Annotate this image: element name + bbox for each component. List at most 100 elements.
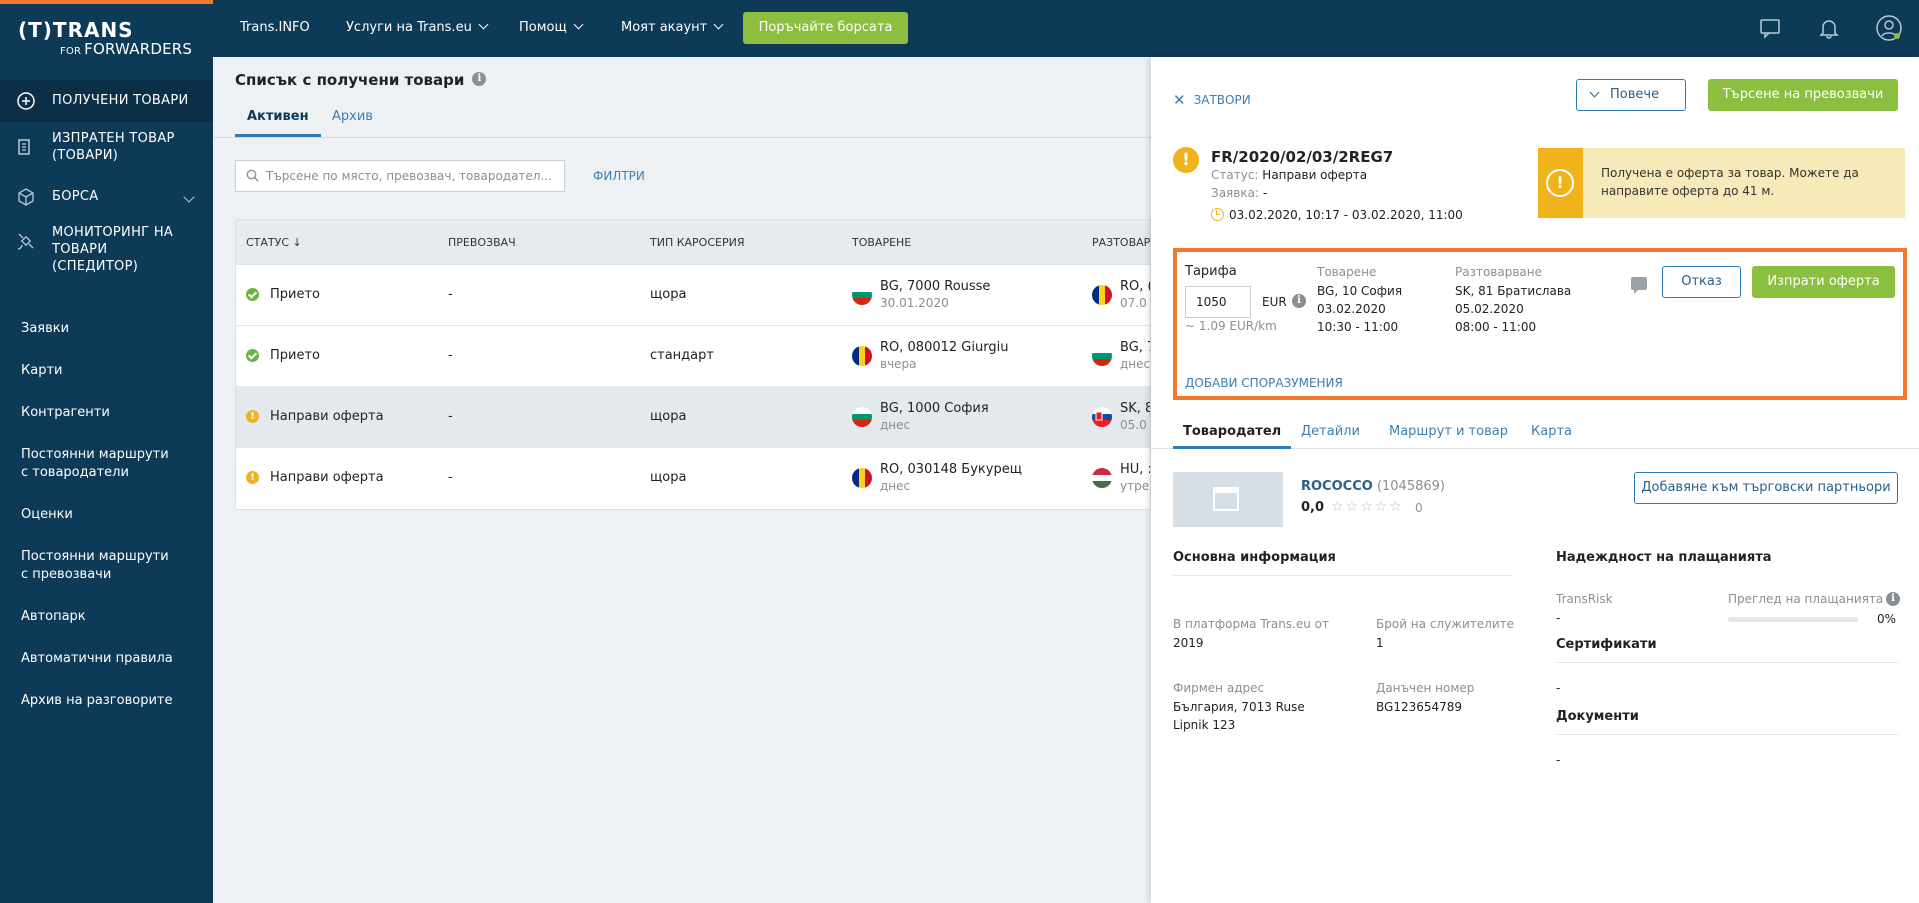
row-body-type: щора [650,409,687,424]
sidebar-item-chat-archive[interactable]: Архив на разговорите [21,693,173,708]
user-icon[interactable] [1875,14,1903,42]
sidebar-item-ratings[interactable]: Оценки [21,507,73,522]
alert-icon-box: ! [1538,148,1583,218]
company-link[interactable]: ROCOCCO [1301,479,1373,494]
cargo-time-range: 03.02.2020, 10:17 - 03.02.2020, 11:00 [1211,208,1463,222]
row-loading: BG, 7000 Rousse 30.01.2020 [880,279,991,310]
col-status[interactable]: СТАТУС ↓ [246,236,302,249]
table-row[interactable]: Прието - стандарт RO, 080012 Giurgiu вчер… [236,326,1150,387]
star-icon: ☆☆☆☆☆ [1331,499,1404,515]
loading-time: 10:30 - 11:00 [1317,320,1399,334]
cancel-offer-button[interactable]: Отказ [1662,266,1741,298]
offer-alert: ! Получена е оферта за товар. Можете да … [1538,148,1905,218]
tab-archive[interactable]: Архив [332,109,373,124]
address-line-2: Lipnik 123 [1173,718,1236,732]
bell-icon[interactable] [1815,14,1843,42]
clock-icon [1211,208,1224,221]
order-exchange-button[interactable]: Поръчайте борсата [743,12,908,44]
logo-subtitle: FOR FORWARDERS [60,40,193,58]
row-unloading: HU, : утре [1120,462,1150,493]
company-rating: 0,0 [1301,500,1325,515]
cargo-detail-panel: ✕ ЗАТВОРИ Повече Търсене на превозвачи ! … [1151,57,1919,903]
tab-shipper[interactable]: Товародател [1173,417,1292,449]
sidebar-item-auto-rules[interactable]: Автоматични правила [21,651,173,666]
divider [1556,662,1899,663]
sidebar-item-orders[interactable]: Заявки [21,321,70,336]
add-partner-button[interactable]: Добавяне към търговски партньори [1634,472,1898,504]
sidebar-item-label: МОНИТОРИНГ НА ТОВАРИ (СПЕДИТОР) [52,225,174,274]
flag-ro-icon [852,468,872,488]
loading-place: BG, 10 София [1317,284,1403,298]
sidebar: (T)TRANS FOR FORWARDERS ПОЛУЧЕНИ ТОВАРИ И… [0,0,213,903]
sidebar-item-maps[interactable]: Карти [21,363,63,378]
send-offer-button[interactable]: Изпрати оферта [1752,266,1895,298]
sidebar-item-routes-shippers[interactable]: Постоянни маршрути с товародатели [21,447,169,480]
col-body-type[interactable]: ТИП КАРОСЕРИЯ [650,236,745,249]
table-row[interactable]: Направи оферта - щора RO, 030148 Букурещ… [236,448,1150,509]
row-loading: RO, 080012 Giurgiu вчера [880,340,1009,371]
info-icon[interactable]: i [1886,592,1900,606]
flag-bg-icon [1092,346,1112,366]
search-carriers-button[interactable]: Търсене на превозвачи [1708,79,1898,111]
chevron-down-icon [183,191,195,203]
employees-label: Брой на служителите [1376,617,1515,631]
tax-label: Данъчен номер [1376,681,1475,695]
col-carrier[interactable]: ПРЕВОЗВАЧ [448,236,516,249]
divider [1173,575,1513,576]
page-title: Списък с получени товари i [235,71,487,89]
tab-map[interactable]: Карта [1531,424,1572,439]
sent-cargo-icon [18,139,30,155]
search-input[interactable] [266,161,556,191]
tab-active[interactable]: Активен [235,97,321,137]
close-button[interactable]: ✕ ЗАТВОРИ [1173,91,1251,109]
tab-details[interactable]: Детайли [1301,424,1360,439]
row-status: Направи оферта [270,409,384,424]
top-link-transinfo[interactable]: Trans.INFO [240,20,310,35]
chevron-down-icon [573,19,584,30]
comment-icon[interactable] [1631,277,1647,294]
top-link-help[interactable]: Помощ [519,19,584,35]
more-button[interactable]: Повече [1576,79,1686,111]
sidebar-item-exchange[interactable]: БОРСА [0,176,213,218]
sidebar-item-contractors[interactable]: Контрагенти [21,405,110,420]
top-link-services[interactable]: Услуги на Trans.eu [346,19,489,35]
rating-count: 0 [1415,501,1423,515]
chat-icon[interactable] [1756,14,1784,42]
search-icon [246,169,259,182]
sidebar-item-sent-goods[interactable]: ИЗПРАТЕН ТОВАР (ТОВАРИ) [0,126,213,174]
tarif-input[interactable] [1185,286,1251,318]
loading-date: 03.02.2020 [1317,302,1386,316]
row-unloading: SK, 8 05.0 [1120,401,1150,432]
table-row[interactable]: Прието - щора BG, 7000 Rousse 30.01.2020 … [236,265,1150,326]
sidebar-item-received-goods[interactable]: ПОЛУЧЕНИ ТОВАРИ [0,80,213,122]
divider [213,137,1151,138]
row-loading: BG, 1000 София днес [880,401,989,432]
flag-bg-icon [852,407,872,427]
col-loading[interactable]: ТОВАРЕНЕ [852,236,912,249]
sidebar-item-routes-carriers[interactable]: Постоянни маршрути с превозвачи [21,549,169,582]
row-body-type: стандарт [650,348,714,363]
tax-value: BG123654789 [1376,700,1463,714]
top-bar: Trans.INFO Услуги на Trans.eu Помощ Моят… [213,0,1919,57]
reliability-heading: Надеждност на плащанията [1556,550,1772,565]
top-link-account[interactable]: Моят акаунт [621,19,724,35]
sidebar-item-fleet[interactable]: Автопарк [21,609,86,624]
unloading-place: SK, 81 Братислава [1455,284,1572,298]
info-icon[interactable]: i [472,71,487,86]
info-icon[interactable]: i [1292,294,1306,308]
sidebar-item-monitoring[interactable]: МОНИТОРИНГ НА ТОВАРИ (СПЕДИТОР) [0,220,213,274]
flag-ro-icon [852,346,872,366]
row-status: Прието [270,287,321,302]
payments-label: Преглед на плащанията [1728,592,1884,606]
col-unloading[interactable]: РАЗТОВАРВ [1092,236,1158,249]
row-body-type: щора [650,470,687,485]
filters-button[interactable]: ФИЛТРИ [593,169,645,183]
flag-sk-icon [1092,407,1112,427]
tab-route-cargo[interactable]: Маршрут и товар [1389,424,1508,439]
row-loading: RO, 030148 Букурещ днес [880,462,1022,493]
close-icon: ✕ [1173,91,1186,109]
add-agreements-link[interactable]: ДОБАВИ СПОРАЗУМЕНИЯ [1185,376,1343,390]
logo[interactable]: (T)TRANS FOR FORWARDERS [0,0,213,58]
table-row[interactable]: Направи оферта - щора BG, 1000 Софияднес… [236,387,1150,448]
address-label: Фирмен адрес [1173,681,1265,695]
